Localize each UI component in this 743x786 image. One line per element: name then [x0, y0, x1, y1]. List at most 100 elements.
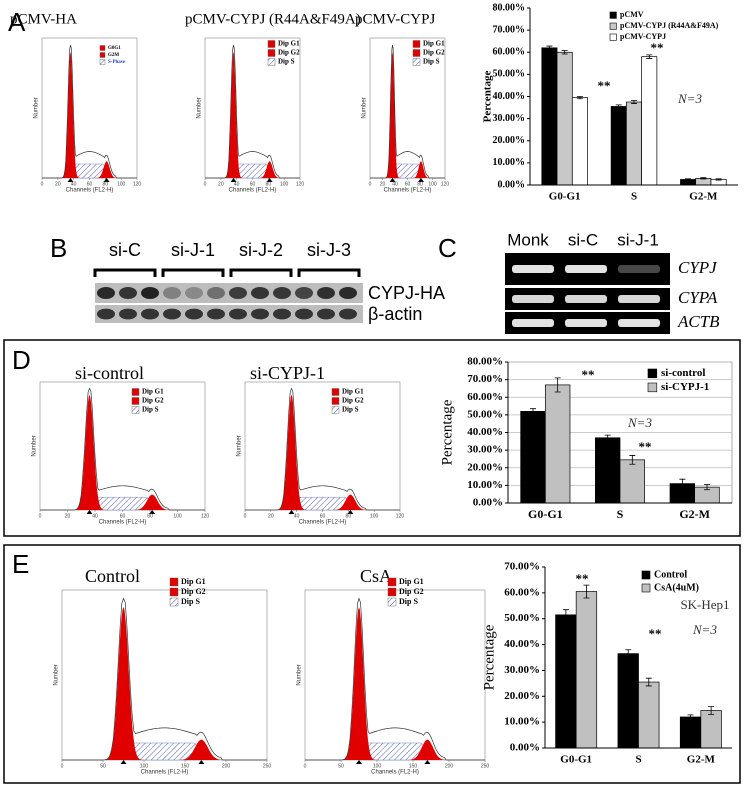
histogram-title: pCMV-HA: [10, 11, 77, 27]
histogram-tick-label: 200: [222, 763, 231, 769]
annotation: **: [576, 571, 589, 586]
histogram-title: Control: [85, 566, 140, 586]
annotation: N=3: [627, 415, 652, 430]
legend-swatch: [412, 49, 421, 57]
y-tick-label: 60.00%: [467, 391, 503, 403]
blot-band: [339, 287, 357, 299]
legend-label: Dip G2: [142, 397, 164, 405]
marker: [424, 760, 431, 764]
blot-band: [141, 308, 159, 320]
gel-band: [565, 295, 607, 303]
y-tick-label: 20.00%: [467, 461, 503, 473]
blot-band: [251, 287, 269, 299]
error-bar: [646, 54, 653, 59]
histogram-g1: [224, 52, 243, 178]
legend-label: Dip S: [278, 58, 295, 66]
histogram-g2: [412, 161, 430, 178]
histogram-y-label: Number: [297, 664, 303, 685]
histogram-tick-label: 250: [263, 763, 272, 769]
histogram-g1: [385, 52, 400, 178]
legend-swatch: [169, 577, 179, 587]
y-tick-label: 40.00%: [504, 638, 540, 650]
blot-band: [97, 287, 115, 299]
histogram-tick-label: 100: [173, 513, 182, 519]
gel-row-label: CYPJ: [678, 258, 718, 277]
histogram-s-phase: [291, 497, 351, 511]
y-tick-label: 60.00%: [504, 586, 540, 598]
y-tick-label: 70.00%: [467, 373, 503, 385]
legend-swatch: [99, 45, 106, 51]
y-tick-label: 10.00%: [504, 716, 540, 728]
gel-row-label: ACTB: [677, 312, 720, 331]
y-tick-label: 10.00%: [493, 157, 526, 168]
marker: [86, 510, 93, 514]
histogram-tick-label: 0: [244, 513, 247, 519]
x-tick-label: G2-M: [687, 754, 716, 766]
blot-row-label: CYPJ-HA: [368, 283, 445, 303]
marker: [288, 510, 295, 514]
histogram-tick-label: 20: [218, 181, 224, 187]
blot-band: [339, 308, 357, 320]
legend-swatch: [387, 597, 397, 607]
legend-label: Dip G1: [423, 40, 445, 48]
histogram-x-label: Channels (FL2-H): [141, 770, 189, 776]
legend-swatch: [387, 587, 397, 597]
histogram-tick-label: 120: [296, 181, 305, 187]
blot-band: [229, 308, 247, 320]
histogram-tick-label: 20: [55, 181, 61, 187]
y-tick-label: 0.00%: [498, 179, 526, 190]
legend-swatch: [331, 406, 340, 414]
histogram-tick-label: 60: [320, 513, 326, 519]
legend-label: Dip G1: [278, 40, 300, 48]
legend-swatch: [267, 40, 276, 48]
bar: [619, 459, 645, 504]
lane-bracket: [297, 268, 361, 277]
error-bar: [583, 584, 590, 599]
x-tick-label: G0-G1: [528, 507, 563, 521]
histogram-y-label: Number: [34, 97, 40, 118]
histogram-tick-label: 120: [441, 181, 450, 187]
histogram-s-phase: [123, 742, 202, 761]
histogram-tick-label: 60: [120, 513, 126, 519]
histogram-y-label: Number: [32, 435, 38, 456]
marker: [230, 178, 237, 182]
histogram-y-label: Number: [54, 664, 60, 685]
histogram-x-label: Channels (FL2-H): [66, 188, 114, 194]
histogram-frame: [41, 37, 138, 179]
lane-group-label: si-J-1: [171, 240, 215, 260]
histogram-tick-label: 80: [346, 513, 352, 519]
histogram-tick-label: 20: [380, 181, 386, 187]
legend-label: G0G1: [108, 46, 121, 51]
annotation: **: [598, 78, 611, 93]
histogram-outline: [305, 597, 485, 761]
error-bar: [561, 50, 568, 55]
gel-lane-label: si-C: [568, 230, 598, 249]
panel-label: A: [8, 7, 26, 37]
histogram-s-phase: [392, 163, 422, 179]
histogram-frame: [304, 589, 486, 761]
x-tick-label: S: [635, 754, 641, 766]
lane-bracket: [93, 268, 157, 277]
histogram-tick-label: 100: [428, 181, 437, 187]
y-tick-label: 30.00%: [504, 664, 540, 676]
y-tick-label: 50.00%: [493, 69, 526, 80]
histogram-tick-label: 250: [481, 763, 490, 769]
marker: [120, 760, 127, 764]
histogram-x-label: Channels (FL2-H): [384, 188, 432, 194]
panel-label: C: [438, 233, 457, 263]
histogram-tick-label: 60: [405, 181, 411, 187]
legend-label: Dip G2: [423, 49, 445, 57]
gel-lane-label: Monk: [507, 230, 549, 249]
legend-label: Dip G2: [181, 587, 206, 596]
error-bar: [546, 45, 553, 50]
marker: [418, 178, 424, 182]
annotation: **: [651, 40, 664, 55]
legend-label: Control: [654, 569, 687, 580]
histogram-title: pCMV-CYPJ (R44A&F49A): [185, 11, 361, 27]
legend-swatch: [267, 58, 276, 66]
error-bar: [715, 178, 722, 181]
panel-label: D: [12, 345, 31, 375]
legend-swatch: [169, 597, 179, 607]
y-tick-label: 20.00%: [493, 135, 526, 146]
histogram-s-phase: [89, 497, 153, 511]
